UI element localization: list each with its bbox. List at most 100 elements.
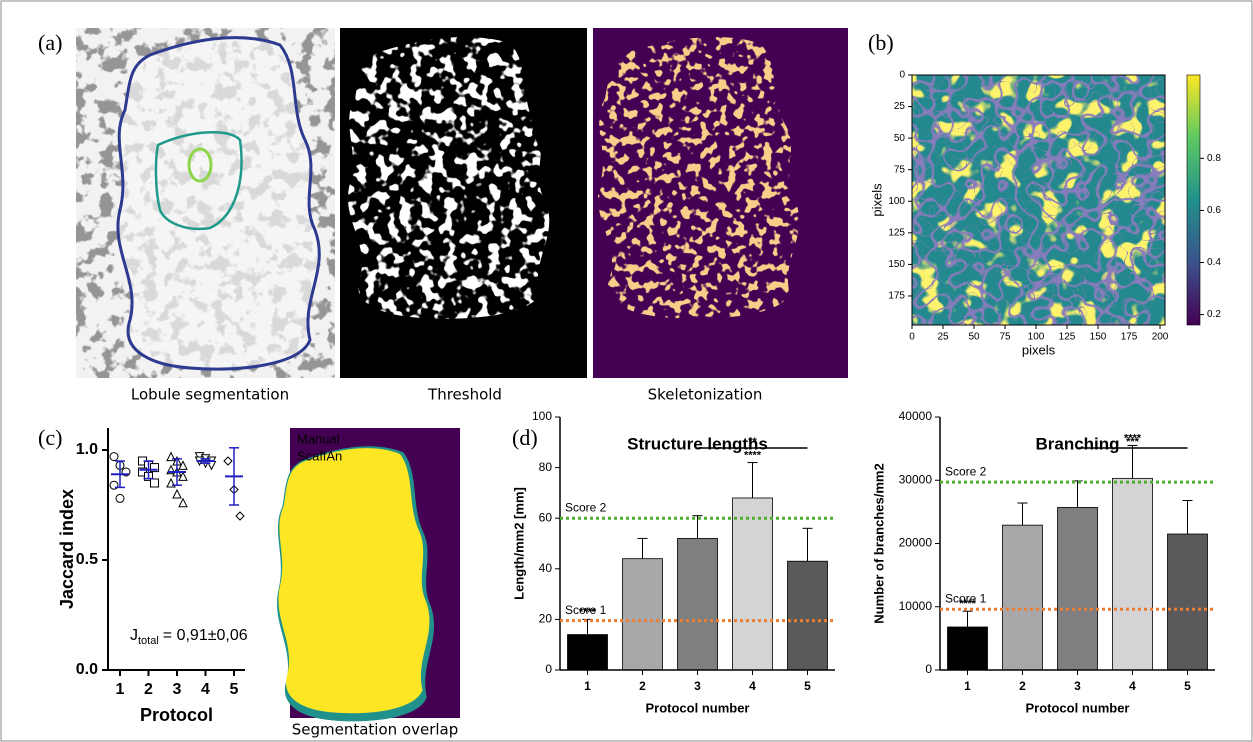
significance: **** bbox=[744, 449, 762, 461]
y-tick-label: 100 bbox=[888, 196, 905, 207]
significance: **** bbox=[959, 598, 977, 610]
annotation-subscript: total bbox=[138, 635, 159, 647]
y-tick-label: 80 bbox=[539, 460, 553, 474]
x-tick-label: 4 bbox=[201, 681, 210, 698]
caption: Lobule segmentation bbox=[131, 386, 289, 404]
y-tick-label: 40 bbox=[539, 561, 553, 575]
y-tick-label: 40000 bbox=[899, 409, 933, 423]
bar bbox=[733, 498, 773, 670]
figure: (a) (b) (c) (d) Lobule segmentation Thre… bbox=[0, 0, 1253, 742]
x-tick-label: 150 bbox=[1090, 332, 1107, 343]
y-tick-label: 150 bbox=[888, 259, 905, 270]
reference-label: Score 2 bbox=[945, 464, 987, 478]
caption: Threshold bbox=[427, 386, 502, 404]
threshold-image bbox=[340, 28, 587, 378]
y-tick-label: 125 bbox=[888, 227, 905, 238]
x-tick-label: 4 bbox=[1129, 679, 1136, 693]
bar bbox=[1058, 507, 1098, 670]
point bbox=[116, 494, 124, 502]
bar bbox=[678, 538, 718, 670]
bar bbox=[788, 561, 828, 670]
significance: **** bbox=[579, 606, 597, 618]
annotation-symbol: J bbox=[130, 627, 138, 644]
y-tick-label: 20 bbox=[539, 612, 553, 626]
point bbox=[224, 457, 232, 465]
colorbar-tick-label: 0.8 bbox=[1207, 153, 1221, 164]
y-tick-label: 10000 bbox=[899, 599, 933, 613]
significance: ** bbox=[748, 436, 757, 448]
x-tick-label: 4 bbox=[749, 679, 756, 693]
x-tick-label: 125 bbox=[1059, 332, 1076, 343]
bar bbox=[1168, 534, 1208, 670]
caption: Skeletonization bbox=[648, 386, 763, 404]
y-tick-label: 1.0 bbox=[76, 441, 98, 458]
panel-label: (a) bbox=[38, 30, 62, 55]
y-tick-label: 0 bbox=[925, 662, 932, 676]
colorbar-tick-label: 0.4 bbox=[1207, 257, 1221, 268]
colorbar bbox=[1187, 75, 1200, 325]
lobule-image bbox=[76, 28, 335, 378]
y-tick-label: 20000 bbox=[899, 536, 933, 550]
x-tick-label: 175 bbox=[1121, 332, 1138, 343]
legend-entry: ScaffAn bbox=[297, 448, 342, 463]
x-tick-label: 1 bbox=[964, 679, 971, 693]
y-tick-label: 75 bbox=[894, 164, 906, 175]
x-tick-label: 2 bbox=[639, 679, 646, 693]
x-tick-label: 5 bbox=[1184, 679, 1191, 693]
bar bbox=[568, 635, 608, 670]
point bbox=[236, 512, 244, 520]
x-tick-label: 75 bbox=[999, 332, 1011, 343]
y-axis-label: Length/mm2 [mm] bbox=[511, 487, 526, 600]
panel-label: (d) bbox=[512, 425, 538, 450]
y-tick-label: 100 bbox=[532, 409, 552, 423]
x-tick-label: 100 bbox=[1028, 332, 1045, 343]
x-tick-label: 2 bbox=[1019, 679, 1026, 693]
point bbox=[151, 479, 159, 487]
point bbox=[179, 499, 187, 507]
x-axis-label: pixels bbox=[1022, 342, 1056, 357]
caption: Segmentation overlap bbox=[292, 721, 459, 739]
annotation: Jtotal = 0,91±0,06 bbox=[130, 627, 248, 647]
point bbox=[173, 490, 181, 498]
panel-label: (b) bbox=[868, 30, 894, 55]
bar bbox=[623, 559, 663, 670]
x-tick-label: 2 bbox=[144, 681, 153, 698]
x-axis-label: Protocol number bbox=[645, 700, 749, 715]
y-axis-label: Jaccard index bbox=[57, 489, 77, 609]
x-tick-label: 3 bbox=[173, 681, 182, 698]
significance: *** bbox=[1126, 436, 1140, 448]
annotation-text: = 0,91±0,06 bbox=[163, 627, 248, 644]
x-tick-label: 0 bbox=[909, 332, 915, 343]
colorbar-tick-label: 0.6 bbox=[1207, 205, 1221, 216]
y-tick-label: 0.0 bbox=[76, 661, 98, 678]
y-tick-label: 0 bbox=[899, 70, 905, 81]
point bbox=[110, 453, 118, 461]
y-tick-label: 0 bbox=[545, 662, 552, 676]
skeleton-image bbox=[593, 28, 848, 378]
y-tick-label: 60 bbox=[539, 510, 553, 524]
colorbar-tick-label: 0.2 bbox=[1207, 309, 1221, 320]
x-tick-label: 5 bbox=[230, 681, 239, 698]
y-tick-label: 50 bbox=[894, 133, 906, 144]
x-axis-label: Protocol bbox=[140, 705, 213, 725]
bar bbox=[948, 627, 988, 670]
x-tick-label: 50 bbox=[968, 332, 980, 343]
x-tick-label: 200 bbox=[1152, 332, 1169, 343]
y-tick-label: 30000 bbox=[899, 472, 933, 486]
x-tick-label: 25 bbox=[937, 332, 949, 343]
overlap-image bbox=[277, 428, 460, 721]
bar bbox=[1003, 525, 1043, 670]
panel-label: (c) bbox=[38, 425, 62, 450]
x-tick-label: 3 bbox=[1074, 679, 1081, 693]
chart-title: Branching bbox=[1035, 434, 1119, 453]
x-tick-label: 1 bbox=[584, 679, 591, 693]
x-axis-label: Protocol number bbox=[1025, 700, 1129, 715]
bar bbox=[1113, 478, 1153, 670]
y-axis-label: pixels bbox=[869, 183, 884, 217]
y-tick-label: 0.5 bbox=[76, 551, 98, 568]
x-tick-label: 3 bbox=[694, 679, 701, 693]
x-tick-label: 1 bbox=[116, 681, 125, 698]
reference-label: Score 2 bbox=[565, 500, 607, 514]
y-tick-label: 25 bbox=[894, 101, 906, 112]
legend-entry: Manual bbox=[297, 431, 340, 446]
